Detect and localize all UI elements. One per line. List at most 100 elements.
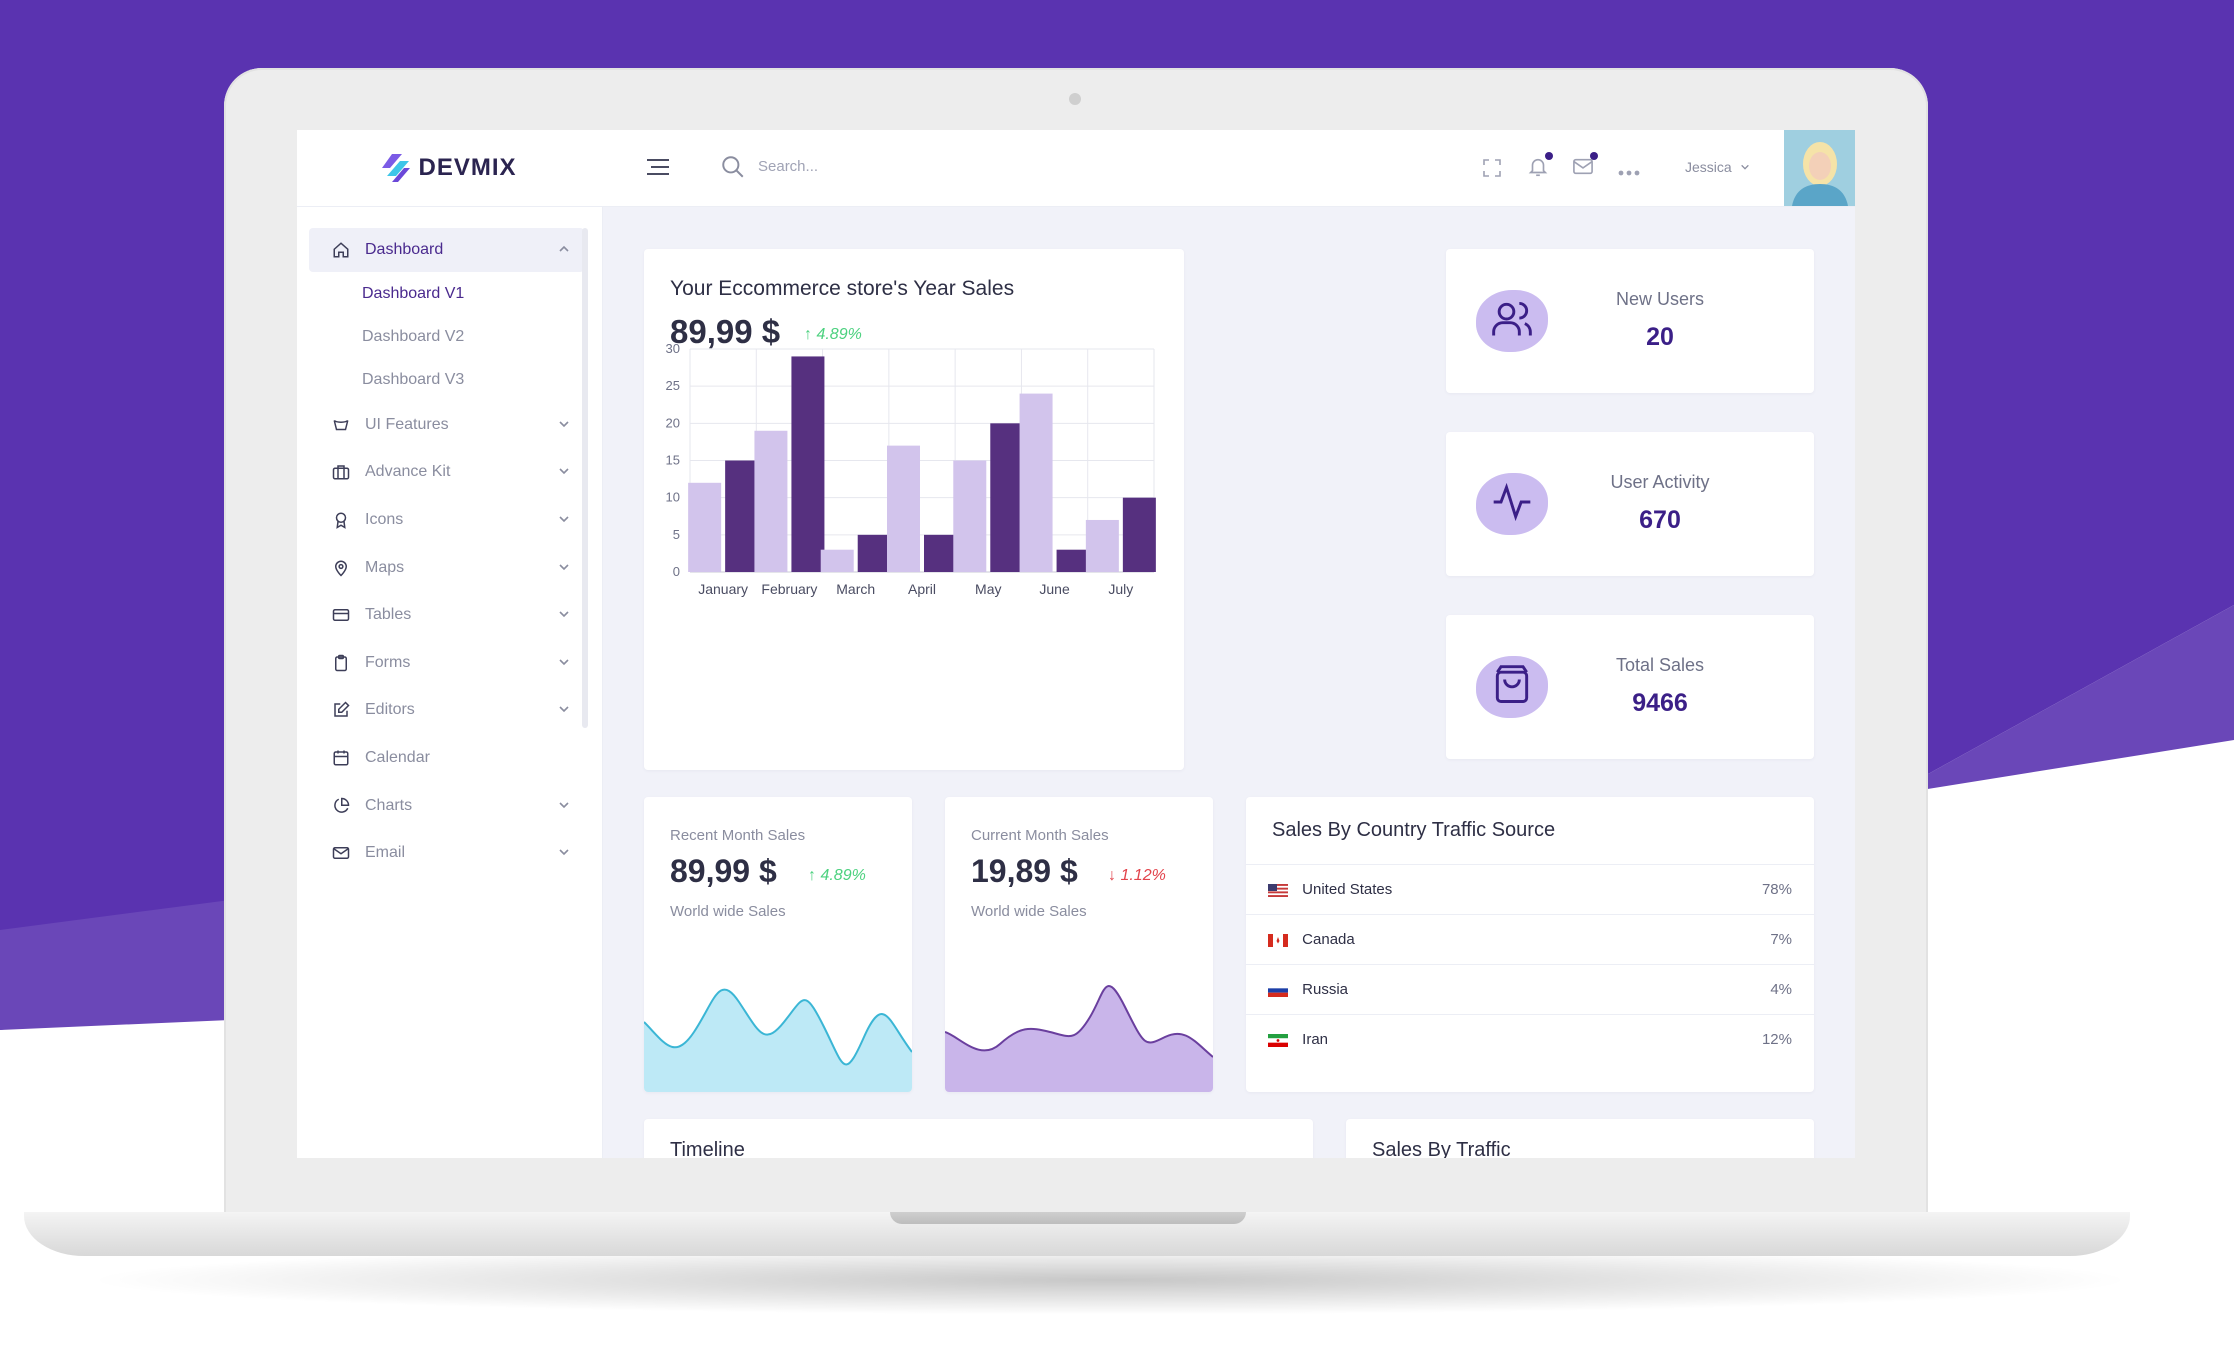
sidebar-item-advance-kit[interactable]: Advance Kit <box>309 449 584 497</box>
hamburger-menu-icon[interactable] <box>645 156 671 183</box>
sidebar-item-forms[interactable]: Forms <box>309 639 584 687</box>
recent-month-sales-card: Recent Month Sales 89,99 $ ↑ 4.89% World… <box>644 797 912 1092</box>
search-input[interactable]: Search... <box>758 158 819 175</box>
table-row[interactable]: Russia 4% <box>1246 964 1814 1014</box>
user-name: Jessica <box>1685 159 1732 175</box>
chevron-down-icon <box>558 607 570 623</box>
mail-icon[interactable] <box>1572 157 1594 182</box>
calendar-icon <box>331 748 351 768</box>
search-icon[interactable] <box>720 154 746 185</box>
stat-label: User Activity <box>1610 472 1710 492</box>
table-row[interactable]: United States 78% <box>1246 864 1814 914</box>
sidebar-item-label: Calendar <box>365 748 430 766</box>
table-row[interactable]: Iran 12% <box>1246 1014 1814 1064</box>
more-dots-icon[interactable] <box>1618 163 1640 181</box>
recent-month-change-value: 4.89% <box>820 867 866 884</box>
sidebar-item-label: Maps <box>365 558 405 576</box>
sidebar-subitem-dashboard-v1[interactable]: Dashboard V1 <box>362 284 465 302</box>
country-value: 12% <box>1761 1031 1792 1048</box>
x-tick-label: January <box>698 581 748 597</box>
sidebar-item-label: Icons <box>365 510 404 528</box>
bucket-icon <box>331 415 351 435</box>
devmix-logo-icon <box>382 154 411 182</box>
clipboard-icon <box>331 653 351 673</box>
sidebar-item-email[interactable]: Email <box>309 829 584 877</box>
bar <box>1056 549 1090 572</box>
sidebar-scrollbar[interactable] <box>582 228 588 728</box>
chevron-down-icon <box>558 702 570 718</box>
bar <box>754 430 788 572</box>
bar <box>990 423 1024 572</box>
activity-icon <box>1493 482 1531 522</box>
sidebar-item-label: Advance Kit <box>365 463 451 481</box>
year-sales-amount: 89,99 $ <box>670 313 781 350</box>
sidebar-item-label: UI Features <box>365 415 449 433</box>
stat-value: 670 <box>1639 506 1681 534</box>
sidebar-subitem-dashboard-v3[interactable]: Dashboard V3 <box>362 370 465 388</box>
sidebar-item-maps[interactable]: Maps <box>309 544 584 592</box>
user-menu[interactable]: Jessica <box>1685 159 1750 175</box>
map-pin-icon <box>331 558 351 578</box>
x-tick-label: June <box>1039 581 1070 597</box>
country-name: United States <box>1302 881 1393 898</box>
recent-month-sparkline <box>644 988 912 1092</box>
users-icon <box>1492 301 1532 336</box>
sidebar-item-editors[interactable]: Editors <box>309 687 584 735</box>
chevron-down-icon <box>558 845 570 861</box>
sidebar-item-label: Forms <box>365 653 411 671</box>
country-name: Canada <box>1302 931 1355 948</box>
country-name: Russia <box>1302 981 1349 998</box>
y-tick-label: 20 <box>666 415 680 430</box>
current-month-change-value: 1.12% <box>1120 867 1166 884</box>
country-name: Iran <box>1302 1031 1329 1048</box>
sidebar-item-charts[interactable]: Charts <box>309 782 584 830</box>
brand-logo[interactable]: DEVMIX <box>297 130 602 207</box>
bar <box>688 482 722 572</box>
sidebar-item-ui-features[interactable]: UI Features <box>309 401 584 449</box>
y-tick-label: 25 <box>666 378 680 393</box>
sales-by-traffic-card: Sales By Traffic <box>1346 1119 1814 1158</box>
year-sales-title: Your Eccommerce store's Year Sales <box>670 277 1015 300</box>
sidebar-item-dashboard[interactable]: Dashboard <box>309 228 584 272</box>
bar <box>887 445 920 572</box>
country-traffic-card: Sales By Country Traffic Source United S… <box>1246 797 1814 1092</box>
current-month-sparkline <box>945 985 1213 1092</box>
bell-icon[interactable] <box>1527 156 1549 183</box>
topbar: Search... Jessica <box>602 130 1855 207</box>
table-row[interactable]: Canada 7% <box>1246 914 1814 964</box>
year-sales-bar-chart: 0 5 10 15 20 25 30 January February March April May… <box>666 341 1156 597</box>
credit-card-icon <box>331 605 351 625</box>
sidebar-item-label: Dashboard <box>365 241 444 258</box>
sidebar-item-calendar[interactable]: Calendar <box>309 734 584 782</box>
sidebar-item-icons[interactable]: Icons <box>309 496 584 544</box>
country-cell: United States <box>1268 881 1392 898</box>
shopping-bag-icon <box>1495 665 1529 703</box>
recent-month-subtitle: World wide Sales <box>670 903 786 920</box>
app-screen: DEVMIX Dashboard Dashboard V1 Dashboard … <box>297 130 1855 1158</box>
y-tick-label: 5 <box>673 527 680 542</box>
y-tick-label: 15 <box>666 453 680 468</box>
notification-dot <box>1545 152 1553 160</box>
x-tick-label: February <box>761 581 817 597</box>
x-tick-label: July <box>1108 581 1133 597</box>
bar <box>1122 497 1156 572</box>
sidebar-subitem-dashboard-v2[interactable]: Dashboard V2 <box>362 327 465 345</box>
y-tick-label: 0 <box>673 564 680 579</box>
ru-flag-icon <box>1268 983 1288 997</box>
chevron-down-icon <box>558 655 570 671</box>
pie-chart-icon <box>331 796 351 816</box>
bar <box>725 460 759 572</box>
bar <box>791 356 825 572</box>
chevron-up-icon <box>558 242 570 258</box>
fullscreen-icon[interactable] <box>1482 158 1502 183</box>
current-month-title: Current Month Sales <box>971 827 1109 844</box>
sidebar-item-tables[interactable]: Tables <box>309 591 584 639</box>
avatar[interactable] <box>1784 130 1855 206</box>
stat-value: 9466 <box>1632 689 1688 717</box>
sales-by-traffic-title: Sales By Traffic <box>1372 1139 1511 1158</box>
country-value: 4% <box>1770 981 1792 998</box>
current-month-change: ↓ 1.12% <box>1108 867 1166 885</box>
bar <box>857 534 891 572</box>
country-traffic-title: Sales By Country Traffic Source <box>1272 819 1556 841</box>
bar <box>924 534 957 572</box>
